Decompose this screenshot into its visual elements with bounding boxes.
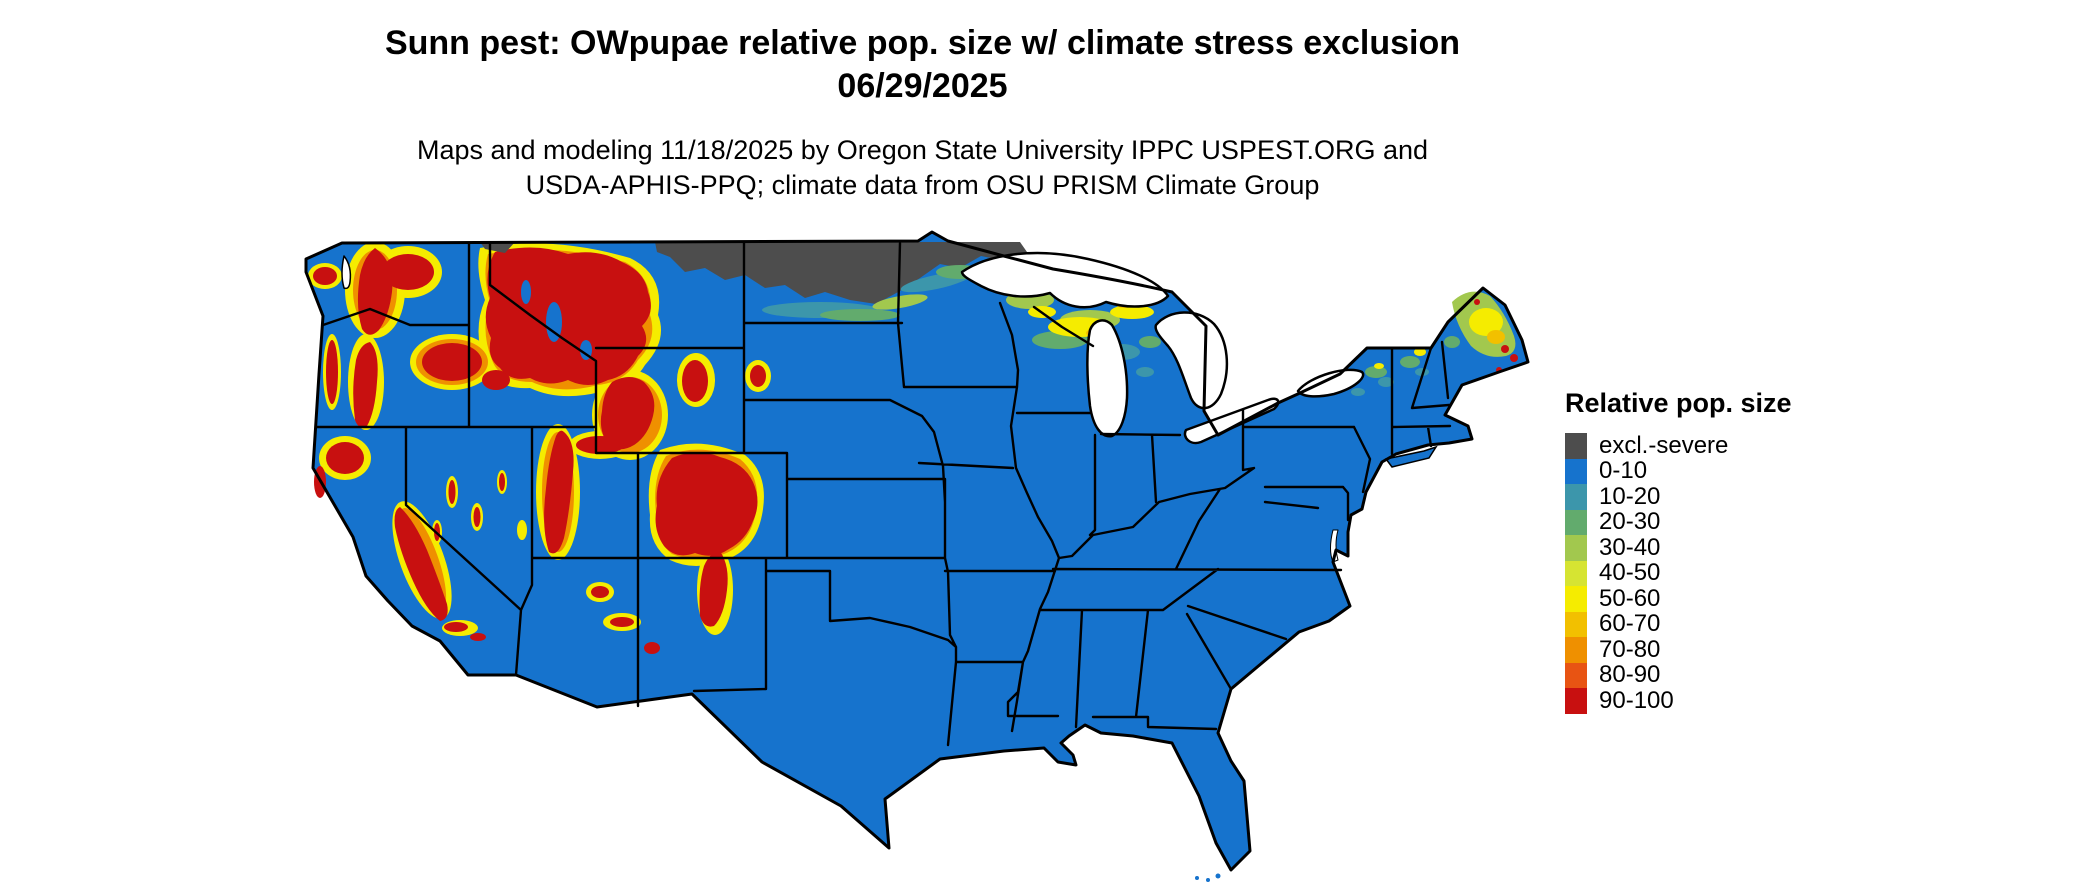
us-map [300,230,1530,885]
legend-label: excl.-severe [1599,431,1729,459]
legend-item: 10-20 [1565,482,1895,510]
legend-label: 20-30 [1599,508,1661,536]
legend-label: 0-10 [1599,457,1648,485]
great-lakes [341,251,1365,563]
legend-item: excl.-severe [1565,431,1895,459]
map-title-line2: 06/29/2025 [837,66,1008,105]
legend-item: 80-90 [1565,661,1895,689]
legend-label: 70-80 [1599,635,1661,663]
legend-item: 40-50 [1565,559,1895,587]
state-borders [314,241,1452,747]
map-subtitle-line2: USDA-APHIS-PPQ; climate data from OSU PR… [525,170,1320,201]
lake-michigan [1086,319,1129,438]
map-subtitle-line1: Maps and modeling 11/18/2025 by Oregon S… [416,135,1429,165]
lake-superior [960,251,1170,309]
legend-swatch [1565,484,1587,510]
mountain-red-regions [313,247,1048,654]
puget-sound [341,255,352,290]
legend-swatch [1565,509,1587,535]
legend-swatch [1565,535,1587,561]
us-coast-outline [304,230,1530,872]
florida-keys [1195,873,1221,882]
lake-ontario [1296,368,1365,398]
legend-swatch [1565,560,1587,586]
legend-swatch [1565,433,1587,459]
legend-label: 80-90 [1599,661,1661,689]
legend-swatch [1565,458,1587,484]
lake-huron [1154,311,1229,410]
legend: Relative pop. size excl.-severe 0-10 10-20… [1565,388,1895,714]
legend-label: 60-70 [1599,610,1661,638]
legend-swatch [1565,586,1587,612]
legend-item: 70-80 [1565,635,1895,663]
legend-item: 30-40 [1565,533,1895,561]
legend-label: 30-40 [1599,533,1661,561]
northeast-fringe-regions [1351,291,1518,396]
legend-items: excl.-severe 0-10 10-20 20-30 30-40 40-50 50-6… [1565,431,1895,714]
legend-item: 50-60 [1565,584,1895,612]
title-block: Sunn pest: OWpupae relative pop. size w/… [0,22,1845,203]
severe-climate-exclusion-region [480,242,1027,304]
legend-label: 50-60 [1599,584,1661,612]
legend-swatch [1565,662,1587,688]
legend-swatch [1565,637,1587,663]
subtitle-block: Maps and modeling 11/18/2025 by Oregon S… [0,133,1845,203]
lake-erie [1183,397,1280,445]
legend-label: 90-100 [1599,686,1674,714]
mountain-valley-blue-patches [521,280,592,360]
legend-label: 40-50 [1599,559,1661,587]
legend-swatch [1565,688,1587,714]
legend-item: 20-30 [1565,508,1895,536]
map-title-line1: Sunn pest: OWpupae relative pop. size w/… [384,24,1461,62]
legend-item: 90-100 [1565,686,1895,714]
legend-title: Relative pop. size [1565,388,1792,418]
legend-swatch [1565,611,1587,637]
us-map-svg [304,230,1530,882]
long-island [1384,445,1438,468]
legend-item: 60-70 [1565,610,1895,638]
legend-label: 10-20 [1599,482,1661,510]
legend-item: 0-10 [1565,457,1895,485]
